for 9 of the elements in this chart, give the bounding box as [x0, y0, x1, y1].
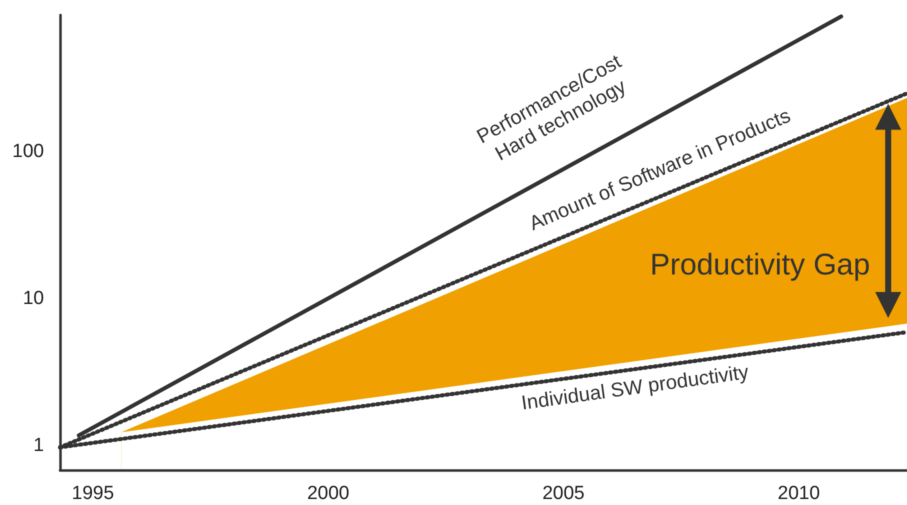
x-tick-label: 2010: [778, 483, 820, 504]
annotation: Productivity Gap: [650, 248, 870, 282]
x-tick-label: 2000: [307, 483, 350, 504]
y-tick-label: 100: [12, 141, 44, 162]
x-tick-label: 1995: [72, 483, 114, 504]
x-tick-label: 2005: [542, 483, 585, 504]
y-tick-label: 10: [22, 288, 44, 309]
annotation: Individual SW productivity: [520, 361, 750, 415]
y-tick-label: 1: [33, 434, 44, 456]
